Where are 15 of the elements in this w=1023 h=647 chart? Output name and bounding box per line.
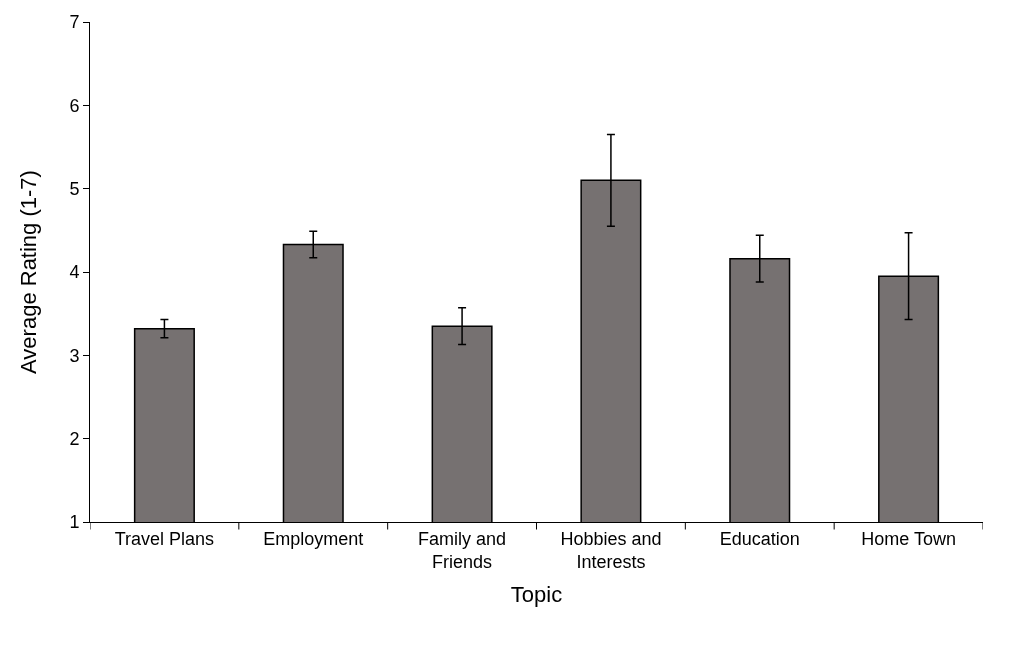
- y-tick-label: 3: [69, 345, 80, 366]
- x-tick-label: Hobbies and Interests: [560, 528, 662, 572]
- y-tick-label: 6: [69, 95, 80, 116]
- x-axis-title: Topic: [510, 581, 563, 607]
- x-tick-label: Family and Friends: [418, 528, 507, 572]
- y-tick-label: 5: [69, 178, 80, 199]
- y-tick-label: 2: [69, 428, 80, 449]
- y-tick-label: 7: [69, 12, 80, 33]
- y-axis-title: Average Rating (1-7): [16, 170, 41, 374]
- x-tick-label: Travel Plans: [114, 528, 215, 549]
- x-tick-label: Employment: [263, 528, 364, 549]
- x-tick-label: Education: [719, 528, 800, 549]
- y-tick-label: 1: [69, 512, 80, 533]
- x-tick-label: Home Town: [861, 528, 956, 549]
- y-tick-label: 4: [69, 262, 80, 283]
